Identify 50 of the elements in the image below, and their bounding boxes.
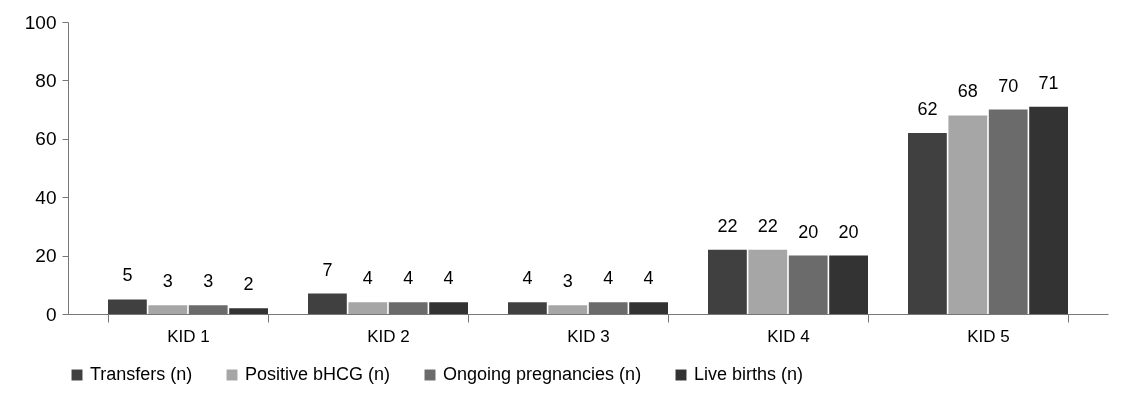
data-label: 70 bbox=[998, 75, 1019, 96]
data-label: 4 bbox=[362, 268, 373, 289]
y-tick-label: 60 bbox=[35, 128, 57, 150]
bar bbox=[508, 302, 547, 314]
data-label: 4 bbox=[522, 268, 533, 289]
x-tick-label: KID 1 bbox=[167, 326, 210, 346]
data-label: 71 bbox=[1038, 72, 1059, 93]
bar bbox=[629, 302, 668, 314]
data-label: 20 bbox=[798, 221, 819, 242]
y-tick-label: 100 bbox=[24, 11, 57, 33]
data-label: 3 bbox=[162, 271, 173, 292]
data-label: 2 bbox=[243, 274, 254, 295]
bar bbox=[229, 308, 268, 314]
legend-label: Positive bHCG (n) bbox=[245, 364, 391, 384]
data-label: 62 bbox=[917, 98, 938, 119]
bar bbox=[548, 305, 588, 314]
data-label: 3 bbox=[562, 271, 573, 292]
legend-label: Live births (n) bbox=[694, 364, 804, 384]
data-label: 5 bbox=[122, 265, 133, 286]
bar bbox=[908, 132, 947, 314]
data-label: 7 bbox=[322, 259, 333, 280]
y-tick-label: 0 bbox=[45, 303, 57, 325]
bar bbox=[348, 302, 388, 314]
bar bbox=[829, 255, 868, 314]
bar bbox=[1029, 106, 1068, 314]
y-tick-label: 20 bbox=[35, 245, 57, 267]
data-label: 4 bbox=[603, 268, 614, 289]
data-label: 3 bbox=[203, 271, 214, 292]
data-label: 4 bbox=[403, 268, 414, 289]
bar bbox=[748, 249, 788, 314]
x-tick-label: KID 2 bbox=[367, 326, 410, 346]
data-label: 22 bbox=[757, 215, 778, 236]
data-label: 68 bbox=[957, 81, 978, 102]
y-tick-label: 80 bbox=[35, 69, 57, 91]
bar bbox=[708, 249, 747, 314]
legend-label: Ongoing pregnancies (n) bbox=[443, 364, 642, 384]
bar bbox=[108, 299, 147, 314]
y-tick-label: 40 bbox=[35, 186, 57, 208]
bar bbox=[308, 293, 347, 314]
bar bbox=[948, 115, 988, 314]
data-label: 4 bbox=[643, 268, 654, 289]
data-label: 22 bbox=[717, 215, 738, 236]
bar bbox=[148, 305, 188, 314]
data-label: 20 bbox=[838, 221, 859, 242]
x-tick-label: KID 3 bbox=[567, 326, 610, 346]
data-label: 4 bbox=[443, 268, 454, 289]
bar bbox=[429, 302, 468, 314]
x-tick-label: KID 5 bbox=[967, 326, 1010, 346]
x-tick-label: KID 4 bbox=[767, 326, 810, 346]
legend-label: Transfers (n) bbox=[90, 364, 193, 384]
